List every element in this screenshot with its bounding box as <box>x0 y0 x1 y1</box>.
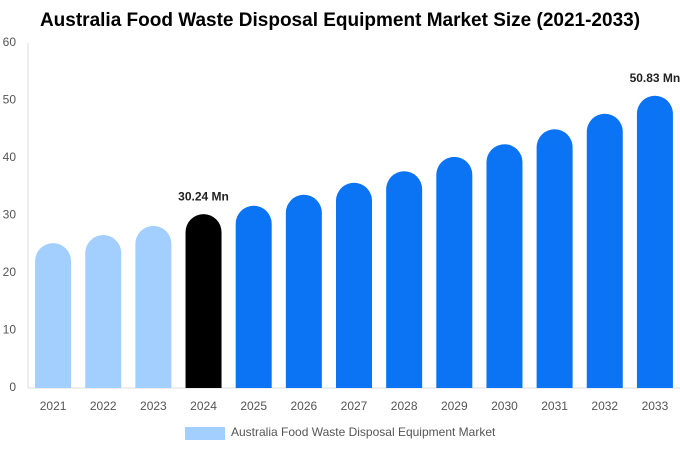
bar <box>185 214 222 388</box>
x-tick-label: 2031 <box>541 399 568 413</box>
x-tick-label: 2027 <box>341 399 368 413</box>
y-tick-label: 0 <box>9 380 16 394</box>
bar <box>386 171 423 388</box>
y-tick-label: 50 <box>3 93 17 107</box>
x-tick-label: 2024 <box>190 399 217 413</box>
x-tick-label: 2022 <box>90 399 117 413</box>
bar <box>35 243 72 388</box>
bar <box>285 194 322 388</box>
x-tick-label: 2029 <box>441 399 468 413</box>
bar <box>135 225 172 388</box>
legend-swatch <box>185 427 225 440</box>
bar <box>436 156 473 388</box>
legend-label: Australia Food Waste Disposal Equipment … <box>231 425 496 439</box>
x-tick-label: 2030 <box>491 399 518 413</box>
x-tick-label: 2028 <box>391 399 418 413</box>
y-tick-label: 40 <box>3 150 17 164</box>
x-tick-label: 2025 <box>240 399 267 413</box>
y-tick-label: 60 <box>3 35 17 49</box>
bar <box>235 205 272 388</box>
data-label: 30.24 Mn <box>178 189 229 203</box>
y-tick-label: 30 <box>3 208 17 222</box>
bar <box>536 129 573 388</box>
x-tick-label: 2023 <box>140 399 167 413</box>
x-tick-label: 2026 <box>290 399 317 413</box>
x-tick-label: 2032 <box>591 399 618 413</box>
y-tick-label: 10 <box>3 323 17 337</box>
y-tick-label: 20 <box>3 265 17 279</box>
bar <box>586 113 623 388</box>
x-tick-label: 2033 <box>642 399 669 413</box>
bar <box>486 144 523 388</box>
bar <box>85 235 122 388</box>
bar <box>636 95 673 388</box>
x-tick-label: 2021 <box>40 399 67 413</box>
chart-title: Australia Food Waste Disposal Equipment … <box>40 10 640 31</box>
bar <box>336 182 372 388</box>
data-label: 50.83 Mn <box>630 71 680 85</box>
